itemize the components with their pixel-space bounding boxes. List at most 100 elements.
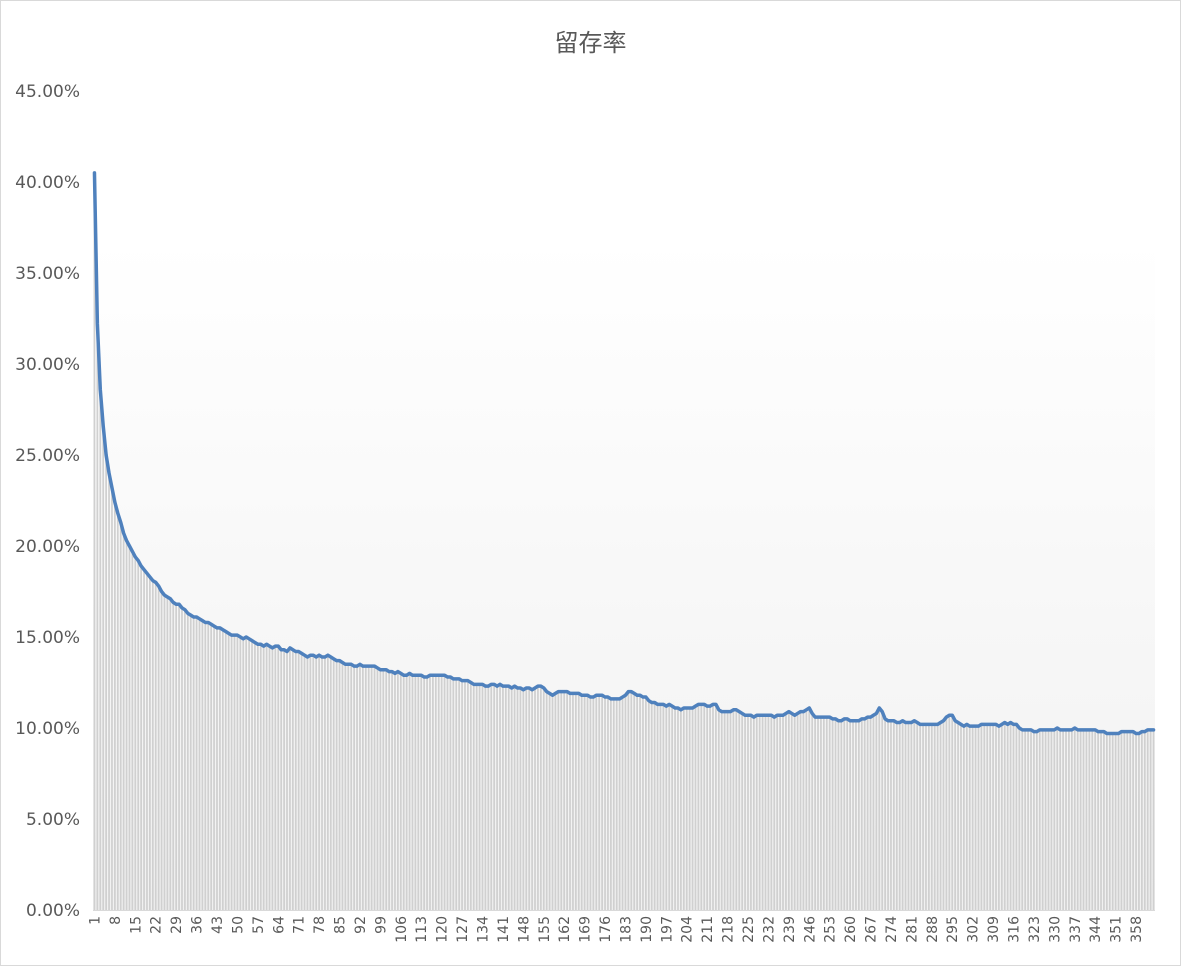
bar [475,684,478,910]
bar [262,646,265,910]
bar [265,644,268,910]
bar [484,686,487,910]
x-tick-label: 274 [884,916,900,943]
bar [385,669,388,910]
bar-series [93,172,1155,911]
bar [178,604,180,910]
y-tick-label: 15.00% [15,628,80,648]
bar [744,715,746,910]
bar [344,664,347,910]
bar [825,717,828,910]
x-tick-label: 351 [1109,916,1125,943]
bar [811,713,814,910]
bar [890,720,892,910]
bar [239,637,242,910]
y-tick-label: 5.00% [26,810,80,830]
bar [729,711,732,910]
bar [539,686,542,910]
x-tick-label: 85 [333,916,349,934]
x-tick-label: 22 [149,916,165,934]
bar [665,706,668,910]
bar [458,678,461,910]
bar [219,627,221,910]
bar [960,724,962,910]
bar [732,709,735,910]
x-tick-label: 281 [904,916,920,943]
x-tick-label: 218 [721,916,737,943]
bar [968,726,971,910]
bar [1024,729,1027,910]
bar [137,560,140,910]
bar [627,691,630,910]
x-tick-label: 176 [598,916,614,943]
bar [694,706,697,910]
bar [394,673,396,910]
bar [866,717,869,910]
bar [210,624,213,910]
bar [607,697,609,910]
bar [712,704,714,910]
bar [469,682,472,910]
y-tick-label: 20.00% [15,537,80,557]
bar [300,653,303,910]
bar [560,691,563,910]
bar [116,513,119,910]
x-tick-label: 225 [741,916,757,943]
bar [878,707,881,910]
bar [586,695,589,910]
series-line [92,171,1156,736]
bar [1105,733,1108,910]
bar [140,566,143,910]
x-tick-label: 302 [966,916,982,943]
bar [580,695,583,910]
bar [1000,724,1003,910]
bar [534,687,536,910]
bar [131,551,134,910]
x-tick-label: 344 [1088,916,1104,943]
bar [102,425,105,910]
bar [951,715,954,910]
bar [633,693,636,910]
x-tick-label: 92 [353,916,369,934]
x-tick-label: 183 [618,916,634,943]
bar [688,707,691,910]
bar [391,671,393,910]
x-tick-label: 267 [864,916,880,943]
bar [604,697,606,910]
bar [551,695,554,910]
y-tick-label: 0.00% [26,901,80,921]
bar [802,711,805,910]
x-tick-label: 197 [659,916,675,943]
bar [326,655,329,910]
x-tick-label: 1 [87,916,103,925]
bar [869,717,872,910]
bar [437,675,440,910]
x-tick-label: 148 [516,916,532,943]
bar [399,673,402,910]
bar [747,715,749,910]
bar [855,720,857,910]
bar [408,673,411,910]
bar [443,675,446,910]
bar [1103,731,1105,910]
bar [1138,733,1140,910]
bar [992,724,994,910]
bar [980,724,983,910]
bar [846,718,849,910]
bar [893,720,895,910]
bar [1129,731,1132,910]
bar [324,657,326,910]
bar [125,540,128,910]
bar [1076,729,1079,910]
x-tick-label: 127 [455,916,471,943]
bar [916,722,919,910]
bar [1035,731,1038,910]
bar [1082,729,1085,910]
bar [376,667,379,910]
bar [227,633,230,910]
bar [545,691,548,910]
bar [507,686,510,910]
x-tick-label: 50 [230,916,246,934]
bar [1047,729,1050,910]
bar [303,655,306,910]
